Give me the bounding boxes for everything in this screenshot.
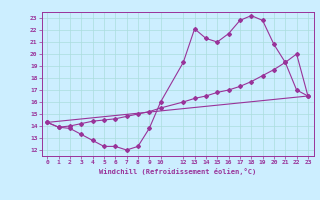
X-axis label: Windchill (Refroidissement éolien,°C): Windchill (Refroidissement éolien,°C) (99, 168, 256, 175)
